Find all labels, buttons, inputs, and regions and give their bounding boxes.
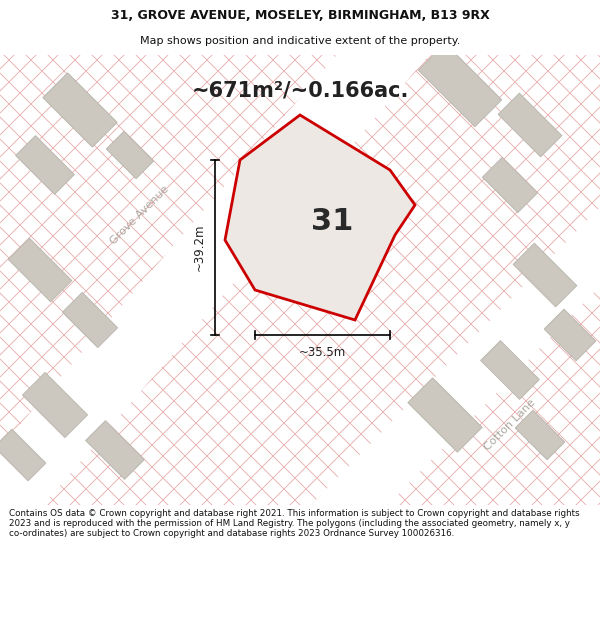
Polygon shape — [8, 238, 72, 302]
Text: Grove Avenue: Grove Avenue — [264, 104, 326, 166]
Text: 31, GROVE AVENUE, MOSELEY, BIRMINGHAM, B13 9RX: 31, GROVE AVENUE, MOSELEY, BIRMINGHAM, B… — [110, 9, 490, 22]
Polygon shape — [106, 131, 154, 179]
Polygon shape — [498, 93, 562, 157]
Polygon shape — [225, 115, 415, 320]
Text: 31: 31 — [311, 208, 353, 236]
Text: Contains OS data © Crown copyright and database right 2021. This information is : Contains OS data © Crown copyright and d… — [9, 509, 580, 538]
Polygon shape — [481, 341, 539, 399]
Text: ~39.2m: ~39.2m — [193, 224, 205, 271]
Polygon shape — [62, 292, 118, 348]
Polygon shape — [310, 176, 600, 544]
Polygon shape — [513, 243, 577, 307]
Text: ~35.5m: ~35.5m — [299, 346, 346, 359]
Text: Grove Avenue: Grove Avenue — [109, 184, 171, 246]
Polygon shape — [0, 12, 427, 548]
Polygon shape — [408, 378, 482, 452]
Polygon shape — [0, 429, 46, 481]
Polygon shape — [482, 158, 538, 212]
Text: ~671m²/~0.166ac.: ~671m²/~0.166ac. — [191, 80, 409, 100]
Polygon shape — [515, 410, 565, 460]
Polygon shape — [86, 421, 145, 479]
Polygon shape — [16, 136, 74, 194]
Polygon shape — [418, 43, 502, 127]
Polygon shape — [22, 372, 88, 438]
Polygon shape — [43, 73, 117, 147]
Text: Cotton Lane: Cotton Lane — [482, 398, 538, 452]
Polygon shape — [544, 309, 596, 361]
Text: Map shows position and indicative extent of the property.: Map shows position and indicative extent… — [140, 36, 460, 46]
